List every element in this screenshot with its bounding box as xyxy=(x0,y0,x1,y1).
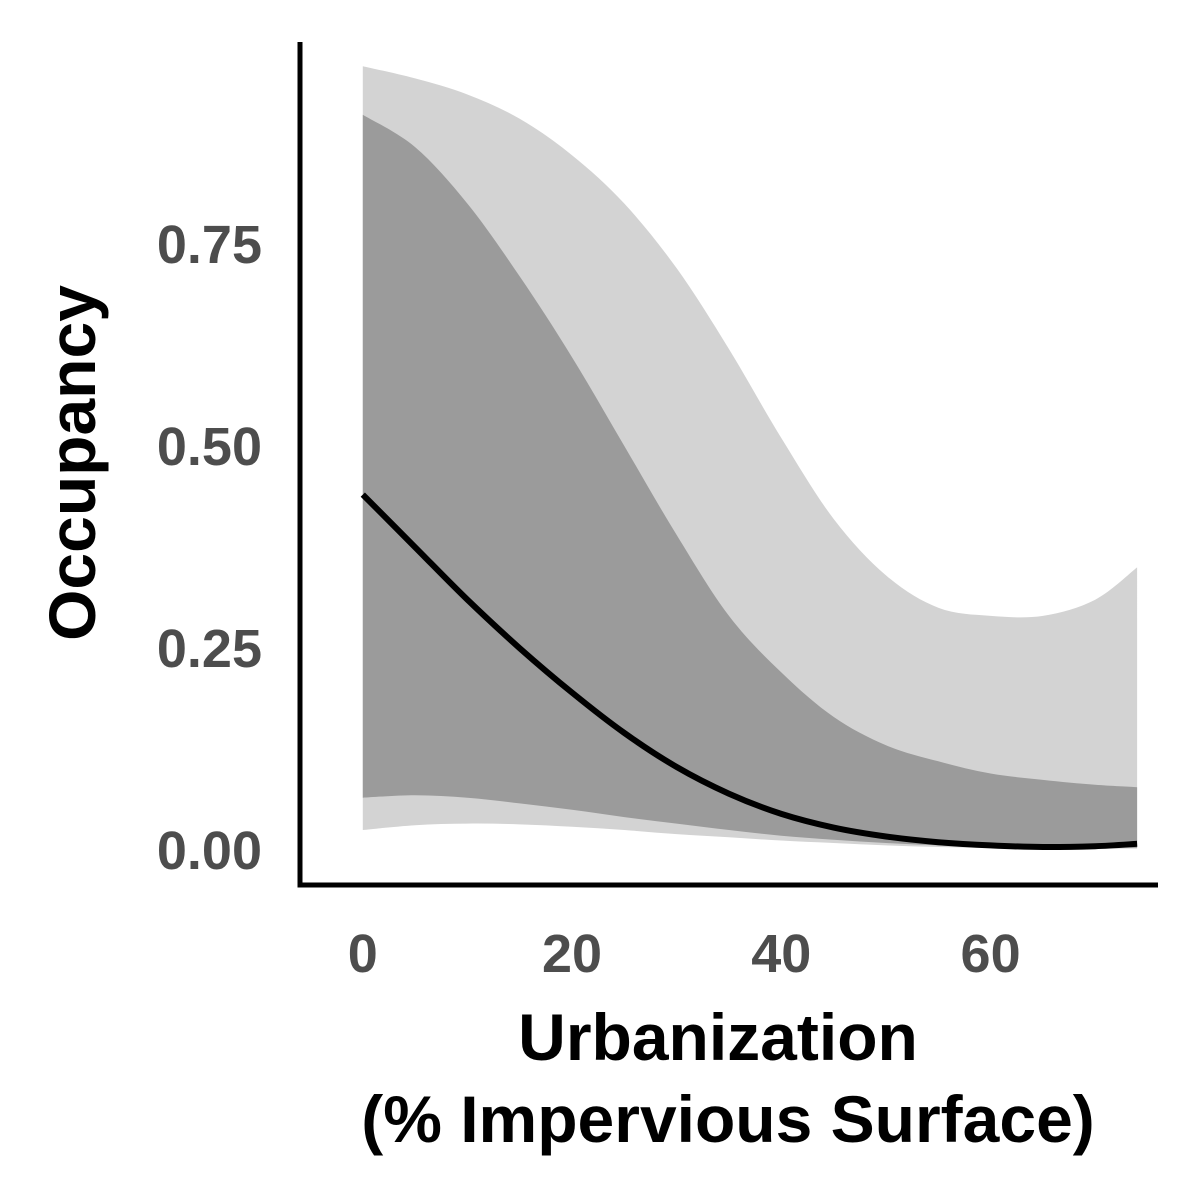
inner-interval-band xyxy=(362,114,1138,848)
x-tick-labels: 0 20 40 60 xyxy=(348,924,1021,984)
x-tick-label: 0 xyxy=(348,924,378,984)
mean-occupancy-line xyxy=(360,492,1138,851)
mean-line-layer xyxy=(360,492,1138,851)
x-tick-label: 60 xyxy=(961,924,1021,984)
y-tick-label: 0.50 xyxy=(157,417,262,477)
x-tick-label: 40 xyxy=(751,924,811,984)
x-tick-label: 20 xyxy=(542,924,602,984)
y-tick-label: 0.00 xyxy=(157,821,262,881)
x-axis-title-line-1: Urbanization xyxy=(518,1000,918,1074)
y-tick-labels: 0.00 0.25 0.50 0.75 xyxy=(157,215,262,881)
x-axis-title-line-2: (% Impervious Surface) xyxy=(361,1082,1095,1156)
confidence-bands xyxy=(362,66,1138,849)
y-axis-title: Occupancy xyxy=(35,285,109,641)
y-tick-label: 0.75 xyxy=(157,215,262,275)
y-tick-label: 0.25 xyxy=(157,619,262,679)
